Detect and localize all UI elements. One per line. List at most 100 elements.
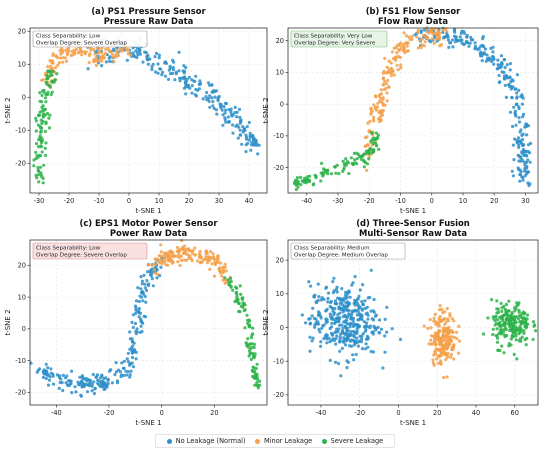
data-point-minor: [372, 103, 376, 107]
x-tick-label: 0: [127, 197, 131, 205]
data-point-no_leak: [452, 27, 457, 31]
data-point-severe: [43, 146, 47, 150]
data-point-no_leak: [507, 83, 511, 87]
data-point-no_leak: [231, 123, 235, 127]
data-point-no_leak: [311, 306, 315, 310]
data-point-minor: [381, 83, 385, 87]
data-point-no_leak: [467, 44, 471, 48]
data-point-no_leak: [513, 109, 518, 113]
data-point-minor: [150, 263, 154, 267]
y-tick-label: 0: [22, 325, 26, 333]
chart-panel-2: -40 -30 -20 -10 0 10 20 30 -20 -10 0 10 20 t-SNE 1 t-S…: [262, 6, 539, 215]
data-point-minor: [419, 45, 423, 50]
data-point-no_leak: [446, 38, 450, 42]
data-point-severe: [503, 326, 507, 330]
data-point-severe: [496, 307, 501, 311]
data-point-no_leak: [96, 378, 100, 382]
data-point-severe: [500, 344, 504, 348]
data-point-minor: [153, 262, 157, 267]
data-point-no_leak: [139, 324, 143, 328]
data-point-minor: [441, 311, 445, 315]
data-point-severe: [38, 134, 42, 138]
data-point-severe: [497, 324, 502, 328]
data-point-no_leak: [140, 279, 144, 283]
data-point-minor: [172, 254, 177, 258]
data-point-no_leak: [156, 62, 160, 66]
data-point-severe: [374, 131, 379, 135]
data-point-minor: [153, 271, 158, 275]
data-point-severe: [374, 137, 378, 141]
data-point-severe: [517, 308, 521, 312]
data-point-no_leak: [133, 350, 137, 354]
data-point-minor: [61, 56, 65, 60]
x-tick-label: 40: [472, 409, 480, 417]
x-tick-label: -20: [64, 197, 75, 205]
data-point-minor: [63, 56, 68, 60]
y-axis-label: t-SNE 2: [4, 97, 12, 123]
data-point-no_leak: [355, 336, 359, 340]
data-point-no_leak: [480, 54, 484, 58]
data-point-minor: [96, 59, 100, 63]
data-point-no_leak: [231, 113, 235, 117]
data-point-no_leak: [521, 178, 525, 182]
data-point-severe: [524, 343, 528, 347]
data-point-no_leak: [446, 33, 450, 38]
data-point-severe: [251, 326, 255, 330]
data-point-minor: [182, 258, 186, 262]
data-point-no_leak: [319, 340, 323, 344]
data-point-no_leak: [352, 322, 356, 326]
data-point-no_leak: [333, 299, 337, 303]
data-point-minor: [426, 36, 430, 40]
data-point-no_leak: [497, 80, 501, 85]
data-point-severe: [42, 90, 46, 94]
x-axis-label: t-SNE 1: [400, 207, 426, 215]
data-point-severe: [235, 295, 239, 299]
data-point-no_leak: [519, 140, 523, 145]
data-point-no_leak: [509, 87, 513, 91]
data-point-minor: [168, 256, 172, 260]
data-point-no_leak: [245, 125, 249, 129]
data-point-no_leak: [91, 372, 95, 377]
data-point-no_leak: [345, 339, 349, 343]
data-point-no_leak: [336, 330, 340, 334]
x-tick-label: -20: [364, 197, 375, 205]
data-point-minor: [220, 274, 224, 278]
y-axis-label: t-SNE 2: [262, 309, 270, 335]
data-point-severe: [367, 157, 371, 161]
data-point-no_leak: [102, 387, 106, 391]
data-point-no_leak: [471, 38, 475, 42]
data-point-minor: [92, 60, 96, 64]
data-point-no_leak: [135, 327, 139, 331]
data-point-severe: [494, 333, 498, 338]
data-point-no_leak: [511, 143, 515, 147]
data-point-minor: [434, 343, 438, 347]
data-point-minor: [430, 342, 434, 346]
data-point-no_leak: [515, 73, 520, 77]
data-point-no_leak: [185, 77, 189, 81]
x-axis-label: t-SNE 1: [400, 419, 426, 427]
data-point-no_leak: [100, 374, 104, 378]
data-point-severe: [491, 332, 495, 337]
panel-title: (b) FS1 Flow Sensor: [366, 6, 461, 16]
data-point-minor: [73, 51, 77, 55]
data-point-no_leak: [193, 79, 197, 83]
data-point-no_leak: [178, 79, 182, 83]
data-point-minor: [426, 326, 430, 330]
data-point-no_leak: [518, 173, 523, 177]
data-point-minor: [207, 255, 211, 259]
data-point-severe: [501, 319, 505, 323]
data-point-no_leak: [344, 325, 348, 329]
data-point-severe: [50, 80, 54, 84]
data-point-no_leak: [223, 118, 227, 122]
data-point-no_leak: [500, 70, 504, 74]
data-point-minor: [416, 46, 420, 50]
data-point-severe: [32, 164, 36, 168]
data-point-severe: [509, 321, 513, 325]
data-point-minor: [439, 359, 443, 363]
data-point-minor: [64, 59, 69, 63]
data-point-no_leak: [220, 108, 224, 112]
data-point-severe: [495, 299, 499, 303]
data-point-no_leak: [482, 52, 486, 56]
data-point-severe: [341, 169, 345, 173]
data-point-minor: [405, 44, 409, 48]
